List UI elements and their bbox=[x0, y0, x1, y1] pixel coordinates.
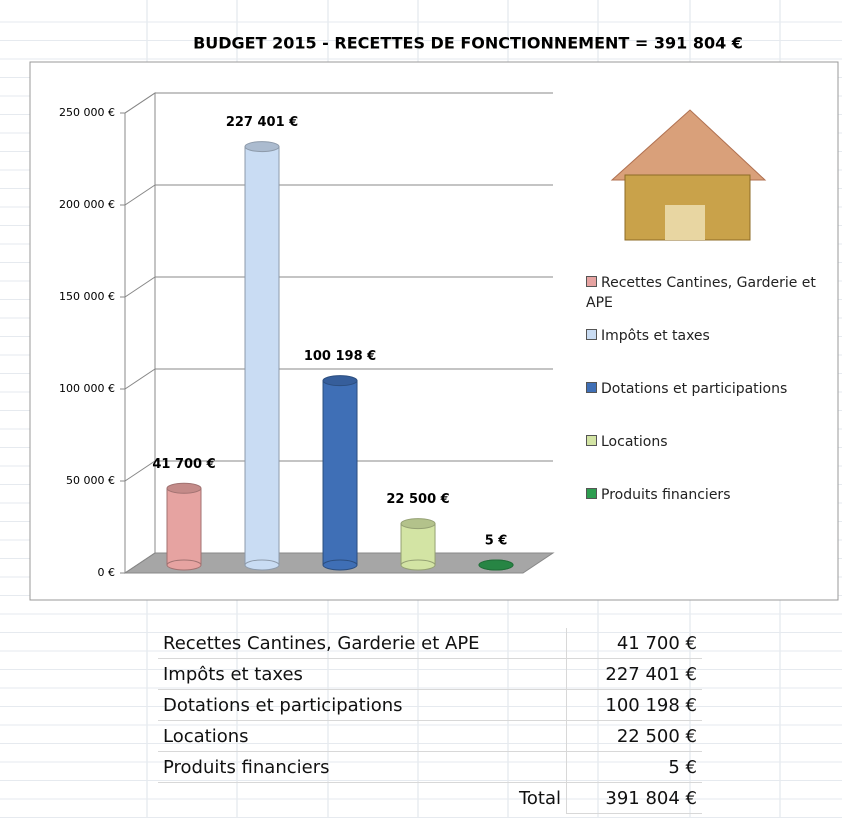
bar-top bbox=[322, 375, 358, 387]
legend-label: Dotations et participations bbox=[601, 381, 788, 397]
table-row: Locations 22 500 € bbox=[158, 720, 702, 752]
y-tick-label: 0 € bbox=[98, 566, 116, 579]
table-label: Impôts et taxes bbox=[158, 658, 567, 690]
legend-entry: Produits financiers bbox=[586, 485, 831, 505]
legend-label: Locations bbox=[601, 434, 668, 450]
money-house bbox=[610, 109, 767, 241]
table-row: Impôts et taxes 227 401 € bbox=[158, 658, 702, 690]
value-label: 41 700 € bbox=[152, 457, 215, 472]
y-tick-label: 150 000 € bbox=[59, 290, 115, 303]
data-table: Recettes Cantines, Garderie et APE 41 700… bbox=[158, 628, 702, 814]
value-label: 5 € bbox=[485, 533, 508, 548]
value-label: 100 198 € bbox=[304, 349, 376, 364]
grid-line bbox=[124, 460, 553, 482]
table-label: Dotations et participations bbox=[158, 689, 567, 721]
grid-line bbox=[124, 184, 553, 206]
bar-bottom bbox=[166, 559, 202, 571]
bar-top bbox=[400, 518, 436, 530]
table-row: Dotations et participations 100 198 € bbox=[158, 689, 702, 721]
chart-title: BUDGET 2015 - RECETTES DE FONCTIONNEMENT… bbox=[193, 34, 743, 53]
legend-swatch bbox=[586, 329, 597, 340]
table-label: Locations bbox=[158, 720, 567, 752]
bar-top bbox=[166, 482, 202, 494]
table-value: 41 700 € bbox=[566, 628, 702, 659]
legend-swatch bbox=[586, 488, 597, 499]
legend-swatch bbox=[586, 435, 597, 446]
y-tick-label: 250 000 € bbox=[59, 106, 115, 119]
table-label: Total bbox=[518, 787, 561, 809]
bar-body bbox=[166, 487, 202, 566]
legend-label: Produits financiers bbox=[601, 487, 731, 503]
table-label: Recettes Cantines, Garderie et APE bbox=[158, 628, 567, 659]
legend-swatch bbox=[586, 382, 597, 393]
bar-bottom bbox=[322, 559, 358, 571]
legend-entry: Impôts et taxes bbox=[586, 326, 831, 346]
legend-entry: Recettes Cantines, Garderie et APE bbox=[586, 273, 831, 313]
legend-label: Impôts et taxes bbox=[601, 328, 710, 344]
bar-bottom bbox=[400, 559, 436, 571]
legend-entry: Dotations et participations bbox=[586, 379, 831, 399]
bar-body bbox=[400, 523, 436, 566]
bar-body bbox=[244, 146, 280, 566]
grid-line bbox=[124, 92, 553, 114]
value-label: 22 500 € bbox=[386, 492, 449, 507]
table-value: 391 804 € bbox=[566, 782, 702, 814]
legend-entry: Locations bbox=[586, 432, 831, 452]
bar-top bbox=[244, 141, 280, 153]
table-row: Total 391 804 € bbox=[158, 782, 702, 814]
y-tick-label: 50 000 € bbox=[66, 474, 115, 487]
value-label: 227 401 € bbox=[226, 115, 298, 130]
y-tick-label: 200 000 € bbox=[59, 198, 115, 211]
table-value: 100 198 € bbox=[566, 689, 702, 721]
grid-line bbox=[124, 276, 553, 298]
y-tick-label: 100 000 € bbox=[59, 382, 115, 395]
table-row: Recettes Cantines, Garderie et APE 41 700… bbox=[158, 628, 702, 659]
legend-label: Recettes Cantines, Garderie et APE bbox=[586, 275, 816, 311]
bar-body bbox=[322, 380, 358, 566]
bar-top bbox=[478, 559, 514, 571]
legend-swatch bbox=[586, 276, 597, 287]
table-value: 5 € bbox=[566, 751, 702, 783]
table-value: 22 500 € bbox=[566, 720, 702, 752]
table-row: Produits financiers 5 € bbox=[158, 751, 702, 783]
table-value: 227 401 € bbox=[566, 658, 702, 690]
table-label: Produits financiers bbox=[158, 751, 567, 783]
bar-bottom bbox=[244, 559, 280, 571]
grid-line bbox=[124, 368, 553, 390]
